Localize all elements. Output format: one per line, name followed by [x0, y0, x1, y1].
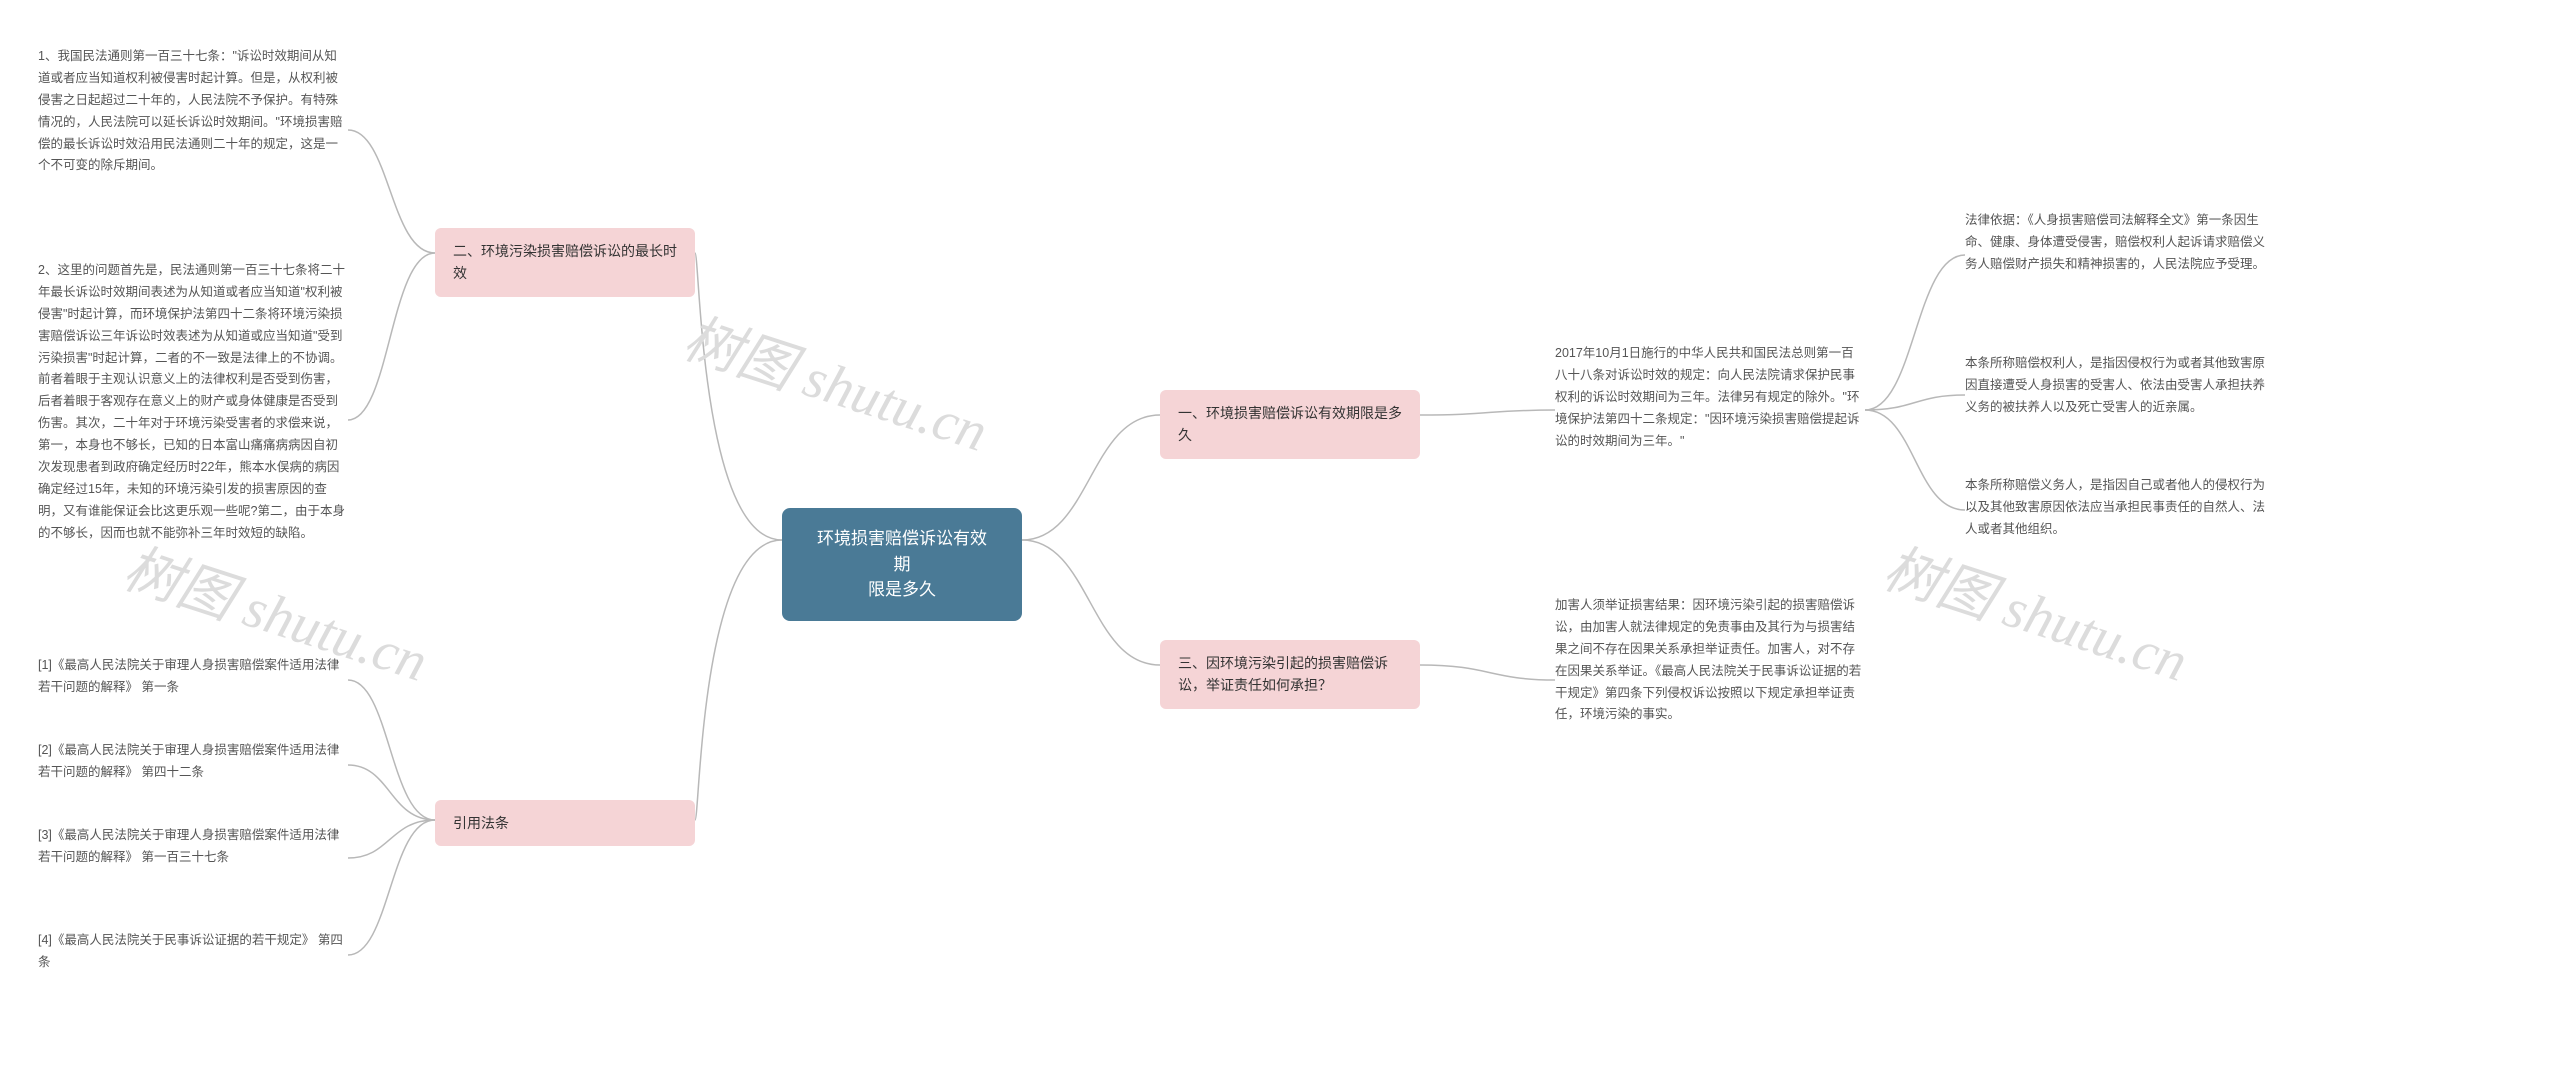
center-node: 环境损害赔偿诉讼有效期限是多久: [782, 508, 1022, 621]
branch-1-leaf-3: 本条所称赔偿权利人，是指因侵权行为或者其他致害原因直接遭受人身损害的受害人、依法…: [1965, 353, 2265, 419]
watermark: 树图 shutu.cn: [675, 293, 999, 467]
branch-4-leaf-1: [1]《最高人民法院关于审理人身损害赔偿案件适用法律若干问题的解释》 第一条: [38, 655, 348, 699]
connector-lines: [0, 0, 2560, 1086]
branch-1: 一、环境损害赔偿诉讼有效期限是多久: [1160, 390, 1420, 459]
branch-4-leaf-2: [2]《最高人民法院关于审理人身损害赔偿案件适用法律若干问题的解释》 第四十二条: [38, 740, 348, 784]
branch-3-leaf-1: 加害人须举证损害结果：因环境污染引起的损害赔偿诉讼，由加害人就法律规定的免责事由…: [1555, 595, 1865, 726]
branch-3: 三、因环境污染引起的损害赔偿诉讼，举证责任如何承担？: [1160, 640, 1420, 709]
branch-2-leaf-1: 1、我国民法通则第一百三十七条："诉讼时效期间从知道或者应当知道权利被侵害时起计…: [38, 46, 348, 177]
branch-1-leaf-2: 法律依据：《人身损害赔偿司法解释全文》第一条因生命、健康、身体遭受侵害，赔偿权利…: [1965, 210, 2265, 276]
branch-1-sub: 2017年10月1日施行的中华人民共和国民法总则第一百八十八条对诉讼时效的规定：…: [1555, 343, 1865, 452]
branch-4-leaf-4: [4]《最高人民法院关于民事诉讼证据的若干规定》 第四条: [38, 930, 348, 974]
watermark: 树图 shutu.cn: [1875, 523, 2199, 697]
branch-1-leaf-4: 本条所称赔偿义务人，是指因自己或者他人的侵权行为以及其他致害原因依法应当承担民事…: [1965, 475, 2265, 541]
branch-4-leaf-3: [3]《最高人民法院关于审理人身损害赔偿案件适用法律若干问题的解释》 第一百三十…: [38, 825, 348, 869]
branch-2: 二、环境污染损害赔偿诉讼的最长时效: [435, 228, 695, 297]
branch-2-leaf-2: 2、这里的问题首先是，民法通则第一百三十七条将二十年最长诉讼时效期间表述为从知道…: [38, 260, 348, 544]
branch-4: 引用法条: [435, 800, 695, 846]
